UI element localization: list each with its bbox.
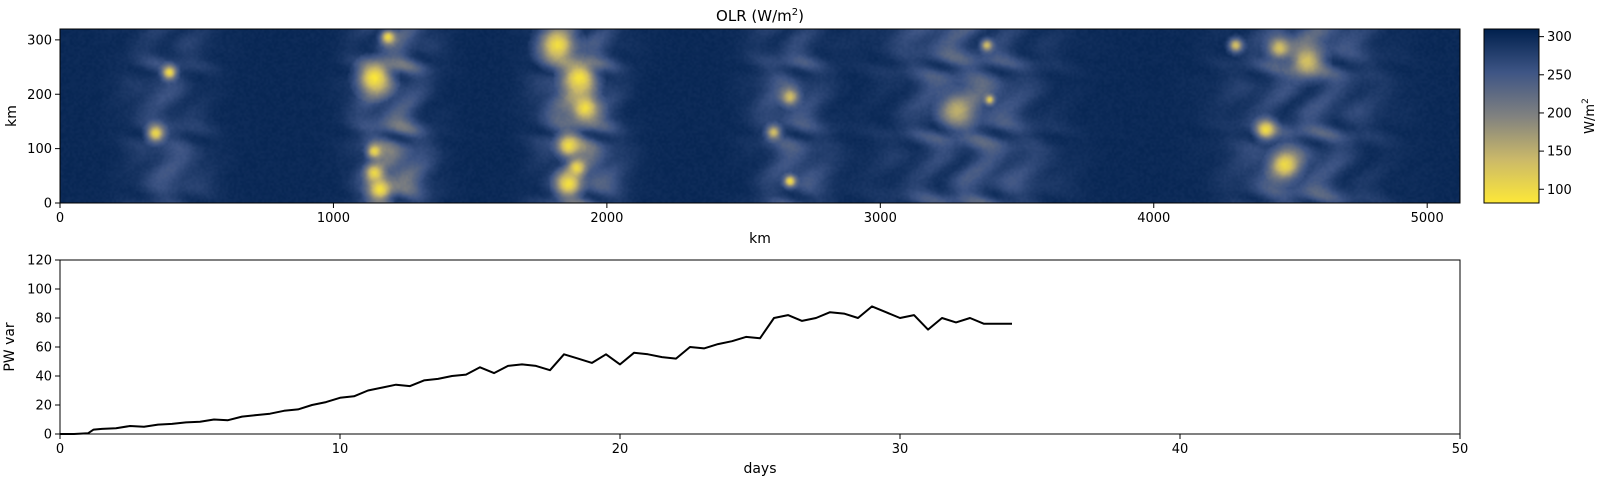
- heatmap-x-tick-label: 0: [56, 211, 64, 226]
- line-y-ticks: 0 20 40 60 80 100 120: [27, 254, 60, 443]
- colorbar-ticks: 100 150 200 250 300: [1539, 30, 1572, 198]
- line-x-tick-label: 40: [1172, 442, 1189, 457]
- olr-heatmap-image: [60, 29, 1460, 203]
- line-y-axis-label: PW var: [2, 322, 18, 372]
- line-y-tick-label: 80: [35, 312, 52, 327]
- line-x-tick-label: 30: [892, 442, 909, 457]
- colorbar-tick-label: 300: [1547, 30, 1572, 45]
- colorbar-label: W/m2: [1581, 98, 1598, 134]
- line-x-tick-label: 10: [332, 442, 349, 457]
- colorbar-tick-label: 100: [1547, 183, 1572, 198]
- olr-heatmap-chart: OLR (W/m2) 0 1000 2000 3000 4000 5000 0 100 200…: [4, 7, 1461, 247]
- line-y-tick-label: 40: [35, 370, 52, 385]
- colorbar: 100 150 200 250 300 W/m2: [1483, 28, 1598, 204]
- line-x-tick-label: 50: [1452, 442, 1469, 457]
- heatmap-x-axis-label: km: [749, 231, 771, 247]
- heatmap-y-tick-label: 200: [27, 88, 52, 103]
- heatmap-y-tick-label: 300: [27, 33, 52, 48]
- pw-var-line-chart: 0 10 20 30 40 50 0 20 40 60 80 100 120 days PW var: [2, 254, 1468, 478]
- line-y-tick-label: 0: [44, 428, 52, 443]
- heatmap-y-axis-label: km: [4, 105, 20, 127]
- line-x-tick-label: 20: [612, 442, 629, 457]
- heatmap-x-tick-label: 3000: [864, 211, 897, 226]
- heatmap-frame: [59, 28, 1461, 204]
- heatmap-x-tick-label: 5000: [1411, 211, 1444, 226]
- heatmap-x-tick-label: 2000: [590, 211, 623, 226]
- line-y-tick-label: 20: [35, 399, 52, 414]
- heatmap-y-tick-label: 0: [44, 197, 52, 212]
- line-x-ticks: 0 10 20 30 40 50: [56, 434, 1468, 457]
- colorbar-tick-label: 200: [1547, 106, 1572, 121]
- line-plot-frame: [59, 259, 1461, 435]
- line-x-axis-label: days: [743, 461, 776, 477]
- colorbar-frame: [1483, 28, 1540, 204]
- line-y-tick-label: 120: [27, 254, 52, 269]
- line-y-tick-label: 60: [35, 341, 52, 356]
- colorbar-tick-label: 250: [1547, 68, 1572, 83]
- colorbar-tick-label: 150: [1547, 145, 1572, 160]
- heatmap-y-ticks: 0 100 200 300: [27, 33, 60, 212]
- line-y-tick-label: 100: [27, 283, 52, 298]
- heatmap-x-ticks: 0 1000 2000 3000 4000 5000: [56, 203, 1444, 226]
- heatmap-x-tick-label: 1000: [317, 211, 350, 226]
- pw-var-series-line: [60, 305, 1012, 435]
- heatmap-title: OLR (W/m2): [716, 7, 804, 25]
- heatmap-x-tick-label: 4000: [1137, 211, 1170, 226]
- heatmap-y-tick-label: 100: [27, 142, 52, 157]
- colorbar-gradient: [1484, 29, 1539, 203]
- line-x-tick-label: 0: [56, 442, 64, 457]
